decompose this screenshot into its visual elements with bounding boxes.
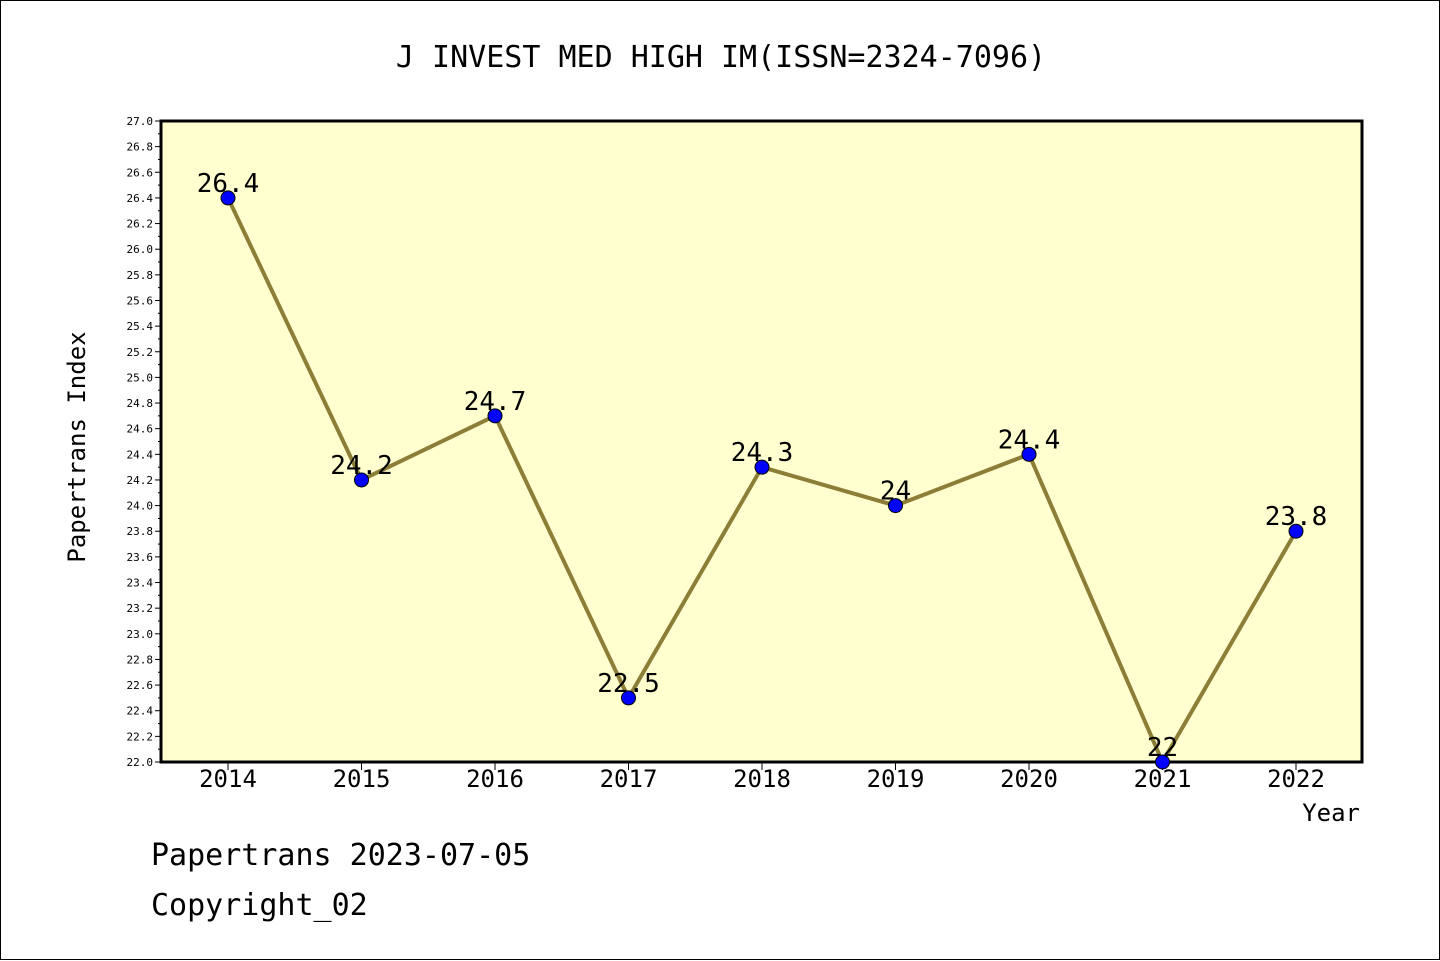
y-tick-label: 23.4	[127, 577, 154, 590]
data-point	[1021, 446, 1037, 462]
y-tick-label: 23.2	[127, 602, 154, 615]
data-label: 23.8	[1265, 502, 1328, 532]
y-tick-label: 24.6	[127, 423, 154, 436]
x-tick-label: 2018	[733, 765, 791, 793]
x-tick-label: 2015	[333, 765, 391, 793]
y-tick-label: 24.4	[127, 448, 154, 461]
x-axis: 2014 2015 2016 2017 2018 2019 2020 2021 2022	[199, 762, 1325, 793]
x-tick-label: 2021	[1134, 765, 1192, 793]
data-point	[487, 408, 503, 424]
data-label: 24.4	[998, 425, 1061, 455]
series-layer: 26.4 24.2 24.7 22.5 24.3 24 24.4 22 23.8	[197, 169, 1328, 770]
y-tick-label: 22.8	[127, 653, 154, 666]
y-tick-label: 22.4	[127, 705, 154, 718]
y-tick-label: 25.0	[127, 371, 154, 384]
footer-date: Papertrans 2023-07-05	[151, 838, 530, 873]
y-tick-label: 24.2	[127, 474, 154, 487]
x-tick-label: 2022	[1267, 765, 1325, 793]
data-label: 22	[1147, 733, 1178, 763]
x-tick-label: 2020	[1000, 765, 1058, 793]
chart-title: J INVEST MED HIGH IM(ISSN=2324-7096)	[396, 40, 1046, 75]
y-tick-label: 27.0	[127, 115, 154, 128]
y-tick-label: 26.4	[127, 192, 154, 205]
footer-copyright: Copyright_02	[151, 888, 368, 923]
x-tick-label: 2016	[466, 765, 524, 793]
data-point	[754, 459, 770, 475]
y-tick-label: 24.0	[127, 500, 154, 513]
y-tick-label: 25.4	[127, 320, 154, 333]
data-label: 26.4	[197, 169, 260, 199]
y-tick-label: 26.8	[127, 141, 154, 154]
data-label: 24	[880, 477, 911, 507]
y-tick-label: 26.0	[127, 243, 154, 256]
data-label: 24.3	[731, 438, 794, 468]
data-label: 24.7	[464, 387, 527, 417]
y-tick-label: 23.6	[127, 551, 154, 564]
y-tick-label: 25.2	[127, 346, 154, 359]
y-tick-label: 26.2	[127, 218, 154, 231]
data-point	[888, 498, 903, 514]
y-tick-label: 22.6	[127, 679, 154, 692]
y-tick-label: 22.2	[127, 730, 154, 743]
plot-area	[159, 119, 1364, 764]
data-label: 22.5	[597, 669, 660, 699]
y-tick-label: 23.0	[127, 628, 154, 641]
y-tick-label: 24.8	[127, 397, 154, 410]
data-point	[220, 190, 236, 206]
x-tick-label: 2017	[600, 765, 658, 793]
x-axis-title: Year	[1302, 799, 1360, 827]
y-axis-title: Papertrans Index	[63, 331, 91, 562]
data-point	[354, 472, 369, 488]
x-tick-label: 2014	[199, 765, 257, 793]
data-point	[1288, 523, 1304, 539]
y-tick-label: 25.8	[127, 269, 154, 282]
data-point	[621, 690, 636, 706]
data-label: 24.2	[330, 451, 393, 481]
data-point	[1155, 754, 1170, 770]
y-tick-label: 26.6	[127, 166, 154, 179]
y-tick-label: 23.8	[127, 525, 154, 538]
y-tick-label: 22.0	[127, 756, 154, 769]
y-axis: 22.0 22.2 22.4 22.6 22.8 23.0 23.2 23.4 23.6 23.8…	[127, 115, 161, 769]
x-tick-label: 2019	[867, 765, 925, 793]
y-tick-label: 25.6	[127, 294, 154, 307]
